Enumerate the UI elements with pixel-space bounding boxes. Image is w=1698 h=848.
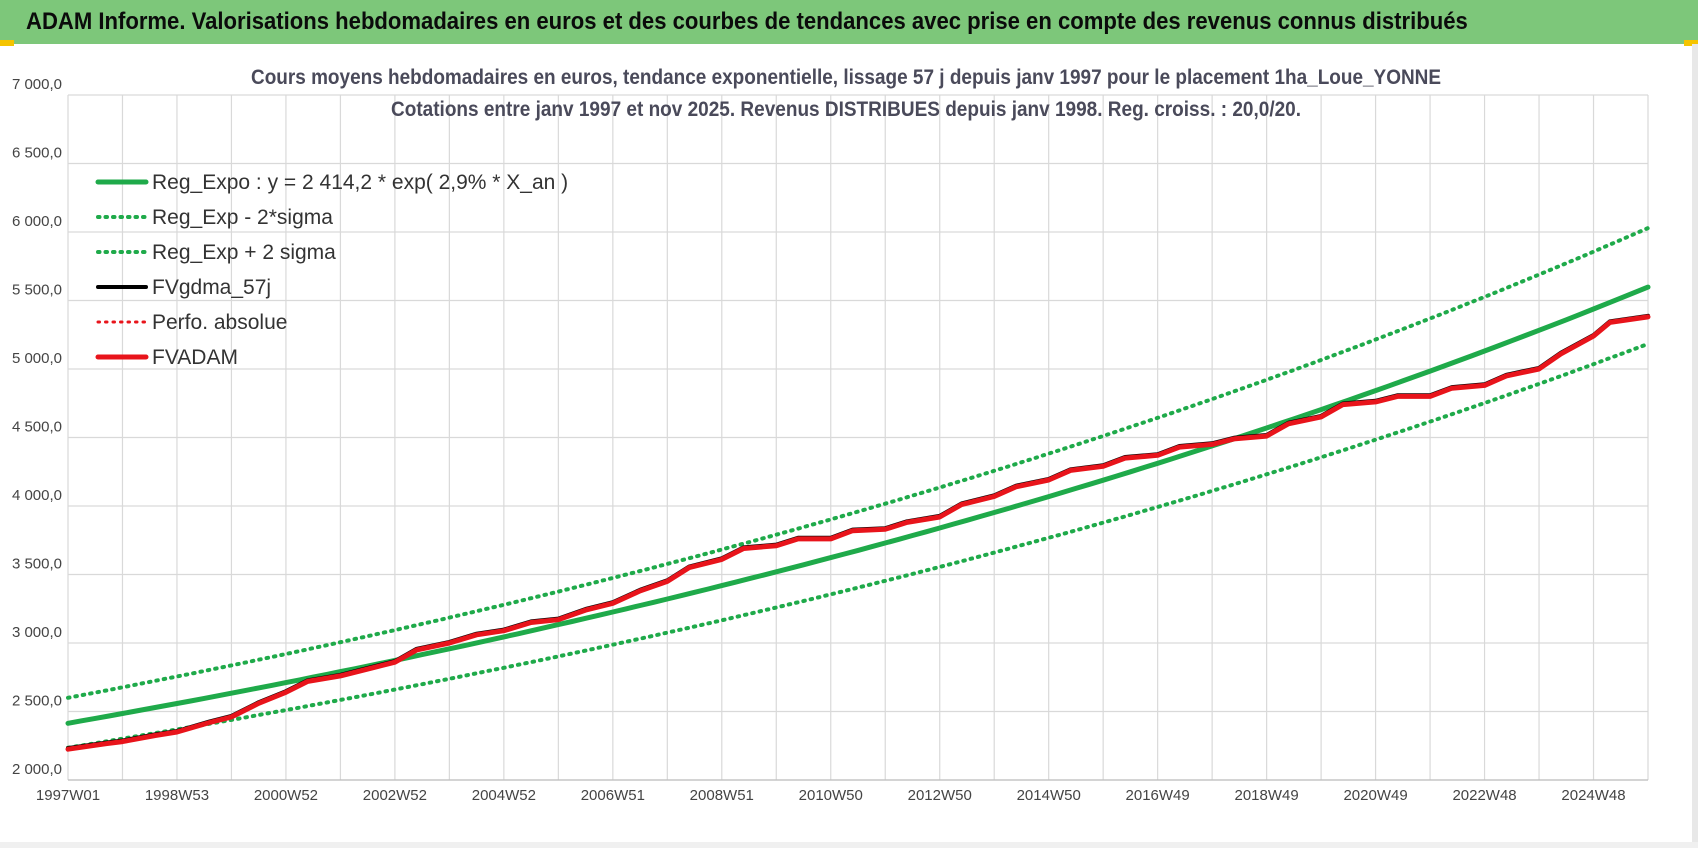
axis-layer: 2 000,0 2 500,0 3 000,0 3 500,0 4 000,0 4 500… bbox=[12, 76, 1648, 804]
app-header: ADAM Informe. Valorisations hebdomadaire… bbox=[0, 0, 1698, 44]
x-tick-label: 1997W01 bbox=[36, 787, 100, 804]
legend-label-low: Reg_Exp - 2*sigma bbox=[152, 206, 333, 229]
x-tick-label: 2024W48 bbox=[1561, 787, 1625, 804]
x-tick-label: 2022W48 bbox=[1452, 787, 1516, 804]
y-tick-label: 6 000,0 bbox=[12, 213, 62, 230]
y-tick-label: 3 500,0 bbox=[12, 556, 62, 573]
series-layer bbox=[65, 226, 1651, 752]
x-tick-label: 2008W51 bbox=[690, 787, 754, 804]
y-tick-label: 6 500,0 bbox=[12, 145, 62, 162]
x-tick-label: 2006W51 bbox=[581, 787, 645, 804]
legend-label-perf: Perfo. absolue bbox=[152, 311, 287, 334]
series-line-low bbox=[66, 341, 1650, 750]
x-tick-label: 2002W52 bbox=[363, 787, 427, 804]
frame-bottom-edge bbox=[0, 842, 1698, 848]
series-line-reg bbox=[65, 284, 1651, 726]
y-tick-label: 4 000,0 bbox=[12, 487, 62, 504]
header-title: ADAM Informe. Valorisations hebdomadaire… bbox=[26, 8, 1468, 35]
chart-title: Cours moyens hebdomadaires en euros, ten… bbox=[251, 66, 1441, 89]
chart-area: 2 000,0 2 500,0 3 000,0 3 500,0 4 000,0 4 500… bbox=[12, 66, 1651, 804]
legend-label-fv: FVADAM bbox=[152, 346, 238, 369]
y-tick-label: 5 000,0 bbox=[12, 350, 62, 367]
y-tick-label: 3 000,0 bbox=[12, 624, 62, 641]
x-tick-label: 2020W49 bbox=[1343, 787, 1407, 804]
grid-layer bbox=[67, 94, 1649, 781]
header-corner-marker-left bbox=[0, 40, 14, 46]
y-tick-label: 2 000,0 bbox=[12, 761, 62, 778]
series-line-high bbox=[66, 226, 1650, 700]
x-tick-label: 2018W49 bbox=[1235, 787, 1299, 804]
legend-label-high: Reg_Exp + 2 sigma bbox=[152, 241, 336, 264]
x-tick-label: 2014W50 bbox=[1017, 787, 1081, 804]
y-tick-label: 2 500,0 bbox=[12, 693, 62, 710]
header-corner-marker-right bbox=[1684, 40, 1698, 46]
chart-subtitle: Cotations entre janv 1997 et nov 2025. R… bbox=[391, 98, 1301, 121]
y-tick-label: 5 500,0 bbox=[12, 282, 62, 299]
y-tick-label: 4 500,0 bbox=[12, 419, 62, 436]
series-line-fv bbox=[65, 314, 1651, 752]
frame-right-edge bbox=[1692, 44, 1698, 848]
x-tick-label: 2000W52 bbox=[254, 787, 318, 804]
x-tick-label: 1998W53 bbox=[145, 787, 209, 804]
x-tick-label: 2004W52 bbox=[472, 787, 536, 804]
legend-label-reg: Reg_Expo : y = 2 414,2 * exp( 2,9% * X_a… bbox=[152, 171, 568, 194]
y-tick-label: 7 000,0 bbox=[12, 76, 62, 93]
x-tick-label: 2012W50 bbox=[908, 787, 972, 804]
x-tick-label: 2010W50 bbox=[799, 787, 863, 804]
legend-label-smooth: FVgdma_57j bbox=[152, 276, 271, 299]
legend: Reg_Expo : y = 2 414,2 * exp( 2,9% * X_a… bbox=[95, 171, 568, 369]
x-tick-label: 2016W49 bbox=[1126, 787, 1190, 804]
